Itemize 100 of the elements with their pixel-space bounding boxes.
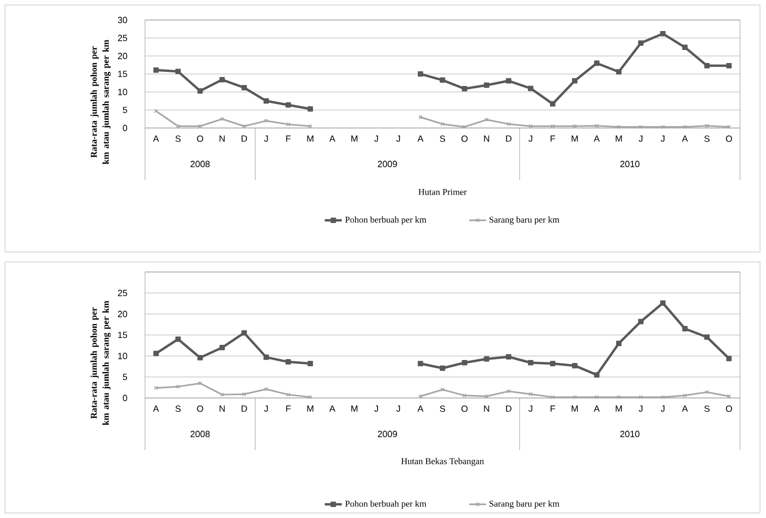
text: 2008: [190, 430, 210, 438]
x-tick-label: N: [484, 406, 490, 412]
point: [682, 393, 687, 398]
point: [550, 395, 555, 400]
point: [704, 334, 710, 340]
point: [528, 392, 533, 396]
x-tick-label: F: [286, 406, 291, 412]
x-tick-label: F: [550, 136, 556, 142]
text: 2008: [190, 160, 210, 168]
x-tick-label: D: [506, 136, 512, 142]
x-tick-label: A: [153, 406, 160, 412]
legend-label: Sarang baru per km: [490, 216, 560, 225]
point: [241, 84, 247, 90]
legend-label: Pohon berbuah per km: [345, 216, 426, 225]
x-tick-label: A: [417, 136, 424, 142]
point: [528, 360, 534, 366]
x-tick-label: J: [374, 136, 378, 142]
y-tick-label: 20: [118, 310, 128, 318]
point: [175, 336, 181, 342]
x-tick-label: M: [616, 136, 622, 142]
point: [484, 82, 490, 88]
point: [572, 78, 578, 84]
point: [550, 124, 555, 128]
legend-label: Sarang baru per km: [490, 500, 560, 509]
point: [616, 340, 622, 346]
x-tick-label: J: [264, 136, 268, 142]
x-tick-label: J: [638, 406, 642, 412]
point: [462, 124, 467, 129]
x-tick-label: O: [197, 406, 204, 412]
x-tick-label: O: [726, 406, 732, 412]
y-axis-title: Rata-rata jumlah pohon per km atau jumlah sarang per km: [90, 300, 111, 426]
x-tick-label: A: [153, 136, 160, 142]
point: [220, 116, 224, 122]
text: 2010: [620, 430, 640, 438]
point: [528, 86, 534, 92]
x-tick-label: J: [264, 406, 268, 412]
point: [572, 395, 577, 400]
y-tick-label: 25: [118, 34, 128, 42]
point: [682, 44, 688, 50]
point: [550, 101, 556, 107]
point: [594, 395, 599, 400]
point: [440, 77, 446, 83]
y-tick-label: 0: [122, 124, 128, 132]
y-tick-label: 0: [122, 394, 128, 402]
point: [704, 390, 709, 394]
point: [550, 360, 556, 366]
y-tick-label: 10: [118, 88, 128, 96]
point: [264, 387, 268, 392]
point: [660, 30, 666, 36]
x-tick-label: A: [329, 136, 336, 142]
point: [726, 63, 732, 68]
point: [638, 395, 643, 400]
point: [506, 78, 512, 84]
point: [264, 354, 269, 360]
x-tick-label: F: [286, 136, 291, 142]
point: [440, 365, 446, 371]
x-tick-label: S: [704, 136, 710, 142]
point: [462, 393, 467, 398]
point: [594, 124, 599, 128]
x-tick-label: J: [396, 406, 400, 412]
x-tick-label: D: [242, 136, 247, 142]
x-axis-title: Hutan Bekas Tebangan: [401, 458, 484, 466]
y-tick-label: 20: [118, 52, 128, 60]
y-tick-label: 5: [122, 374, 128, 380]
point: [704, 63, 710, 68]
x-tick-label: N: [220, 406, 225, 412]
point: [308, 360, 313, 366]
x-tick-label: A: [417, 406, 424, 412]
x-tick-label: A: [682, 406, 688, 412]
point: [440, 388, 445, 392]
x-tick-label: O: [197, 136, 204, 142]
point: [197, 354, 203, 360]
x-tick-label: J: [638, 136, 642, 142]
y-tick-label: 15: [118, 70, 128, 78]
point: [440, 122, 445, 126]
point: [286, 102, 291, 108]
x-tick-label: M: [307, 136, 314, 142]
x-tick-label: A: [329, 406, 336, 412]
text: 2009: [378, 430, 397, 438]
point: [264, 98, 269, 104]
x-tick-label: O: [461, 136, 468, 142]
x-tick-label: J: [528, 136, 532, 142]
point: [286, 359, 291, 365]
x-tick-label: S: [440, 136, 446, 142]
x-tick-label: J: [528, 406, 532, 412]
y-axis-title: Rata-rata jumlah pohon per km atau jumlah sarang per km: [90, 40, 111, 164]
text: 2010: [620, 160, 640, 168]
x-tick-label: M: [572, 406, 578, 412]
y-tick-label: 25: [118, 290, 128, 296]
x-tick-label: S: [704, 406, 710, 412]
point: [241, 330, 247, 336]
x-tick-label: M: [307, 406, 314, 412]
x-tick-label: S: [440, 406, 446, 412]
point: [616, 69, 622, 75]
point: [197, 88, 203, 94]
point: [308, 106, 313, 112]
x-tick-label: M: [351, 136, 358, 142]
x-tick-label: M: [572, 136, 578, 142]
x-tick-label: N: [220, 136, 225, 142]
x-tick-label: A: [594, 406, 600, 412]
